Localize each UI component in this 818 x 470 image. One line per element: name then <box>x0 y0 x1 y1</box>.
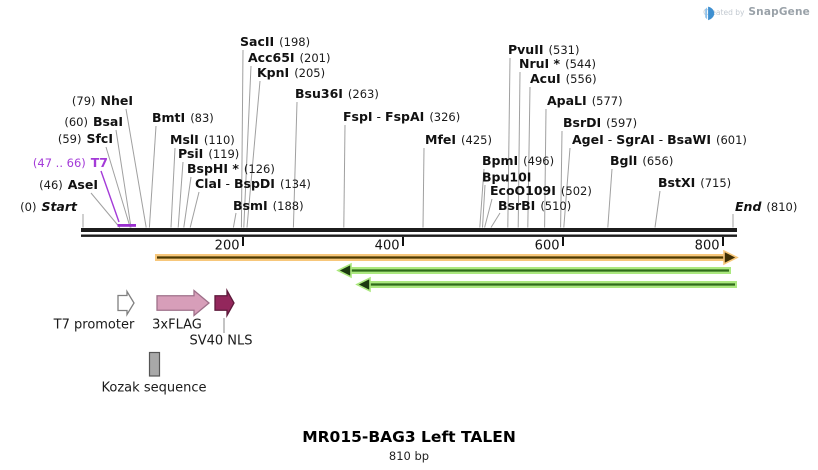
enzyme-callout-line-psii <box>177 161 184 228</box>
enzyme-label-end: End (810) <box>735 199 798 214</box>
enzyme-label-sacii: SacII (198) <box>240 34 311 49</box>
enzyme-label-bgli: BglI (656) <box>610 153 674 168</box>
enzyme-callout-line-nhei <box>125 108 147 228</box>
enzyme-callout-line-ecoo109i <box>484 198 493 228</box>
ruler-tick-label-200: 200 <box>215 239 240 254</box>
orange-primer-arrowhead <box>723 249 739 266</box>
enzyme-label-kpni: KpnI (205) <box>257 65 326 80</box>
enzyme-callout-line-kpni <box>246 80 261 228</box>
enzyme-label-bsmi: BsmI (188) <box>233 198 304 213</box>
enzyme-label-pvuii: PvuII (531) <box>508 42 580 57</box>
enzyme-label-asei: (46) AseI <box>39 177 98 192</box>
enzyme-callout-line-asei <box>90 192 121 228</box>
sv40-nls-arrow <box>214 288 235 318</box>
enzyme-callout-line-pvuii <box>507 57 511 228</box>
enzyme-label-nrui-: NruI * (544) <box>519 56 597 71</box>
enzyme-callout-line-t7 <box>100 170 120 223</box>
green-primer-2-arrowhead <box>355 276 371 293</box>
flag-label: 3xFLAG <box>152 317 202 333</box>
backbone-strand-bottom <box>81 234 737 237</box>
enzyme-label-bstxi: BstXI (715) <box>658 175 732 190</box>
enzyme-callout-line-agei-sgrai-bsawi <box>563 147 571 228</box>
enzyme-callout-line-apali <box>544 108 547 228</box>
enzyme-label-agei-sgrai-bsawi: AgeI - SgrAI - BsaWI (601) <box>572 132 747 147</box>
enzyme-callout-line-bgli <box>607 168 613 228</box>
sequence-length: 810 bp <box>388 449 430 463</box>
enzyme-callout-line-clai-bspdi <box>189 191 200 228</box>
enzyme-callout-line-bsphi- <box>183 176 192 228</box>
ruler-tick-label-800: 800 <box>695 239 720 254</box>
ruler-tick-label-600: 600 <box>535 239 560 254</box>
enzyme-callout-line-acui <box>527 86 531 228</box>
enzyme-callout-line-bpmi <box>479 168 485 228</box>
kozak-label: Kozak sequence <box>101 380 207 396</box>
enzyme-callout-line-bsrbi <box>490 212 501 228</box>
enzyme-callout-line-mfei <box>422 147 425 228</box>
enzyme-label-psii: PsiI (119) <box>178 146 240 161</box>
3xflag-arrow <box>156 289 211 317</box>
enzyme-label-bsu36i: Bsu36I (263) <box>295 86 379 101</box>
snapgene-brand-text: SnapGene <box>748 6 810 18</box>
enzyme-label-nhei: (79) NheI <box>71 93 133 108</box>
enzyme-callout-line-bsu36i <box>292 101 298 228</box>
backbone-strand-top <box>81 228 737 232</box>
created-by-text: Created by <box>703 7 745 17</box>
sequence-title: MR015-BAG3 Left TALEN <box>302 428 516 446</box>
enzyme-label-bpmi: BpmI (496) <box>482 153 555 168</box>
enzyme-callout-line-sfci <box>105 146 131 228</box>
enzyme-label-start: (0) Start <box>20 199 77 214</box>
t7-promoter-range-bar <box>117 224 136 227</box>
green-primer-1-arrowhead <box>336 262 352 279</box>
enzyme-label-bsai: (60) BsaI <box>64 114 123 129</box>
t7-promoter-arrow <box>117 289 135 317</box>
enzyme-label-bmti: BmtI (83) <box>152 110 214 125</box>
snapgene-logo-icon <box>705 6 715 21</box>
enzyme-label-clai-bspdi: ClaI - BspDI (134) <box>195 176 311 191</box>
enzyme-callout-line-fspi-fspai <box>343 124 346 228</box>
enzyme-label-bpu10i: Bpu10I <box>482 169 532 185</box>
enzyme-label-bsrbi: BsrBI (510) <box>498 198 572 213</box>
enzyme-callout-line-nrui- <box>517 71 521 228</box>
enzyme-callout-line-bsrdi <box>560 130 563 228</box>
enzyme-label-sfci: (59) SfcI <box>57 131 113 146</box>
enzyme-callout-line-sacii <box>240 49 244 228</box>
enzyme-callout-line-bsai <box>115 129 132 228</box>
enzyme-label-acc65i: Acc65I (201) <box>248 50 331 65</box>
enzyme-callout-line-bpu10i <box>482 184 486 228</box>
enzyme-label-bsphi-: BspHI * (126) <box>187 161 275 176</box>
kozak-sequence-box <box>148 351 161 377</box>
sv40-nls-label: SV40 NLS <box>189 333 253 349</box>
enzyme-callout-line-acc65i <box>243 65 252 228</box>
enzyme-label-bsrdi: BsrDI (597) <box>563 115 638 130</box>
snapgene-watermark: Created by SnapGene <box>703 6 810 21</box>
ruler-tick-label-400: 400 <box>375 239 400 254</box>
enzyme-callout-line-bmti <box>148 125 157 228</box>
enzyme-label-ecoo109i: EcoO109I (502) <box>490 183 592 198</box>
t7-promoter-label: T7 promoter <box>53 317 135 333</box>
enzyme-label-acui: AcuI (556) <box>530 71 597 86</box>
sequence-title-block: MR015-BAG3 Left TALEN 810 bp <box>0 428 818 463</box>
enzyme-callout-line-bstxi <box>654 190 661 228</box>
enzyme-label-fspi-fspai: FspI - FspAI (326) <box>343 109 461 124</box>
enzyme-label-apali: ApaLI (577) <box>547 93 623 108</box>
enzyme-label-t7: (47 .. 66) T7 <box>32 155 108 170</box>
enzyme-callout-line-msli <box>170 147 176 228</box>
enzyme-label-mfei: MfeI (425) <box>425 132 492 147</box>
enzyme-callout-line-bsmi <box>232 212 237 228</box>
enzyme-label-msli: MslI (110) <box>170 132 235 147</box>
